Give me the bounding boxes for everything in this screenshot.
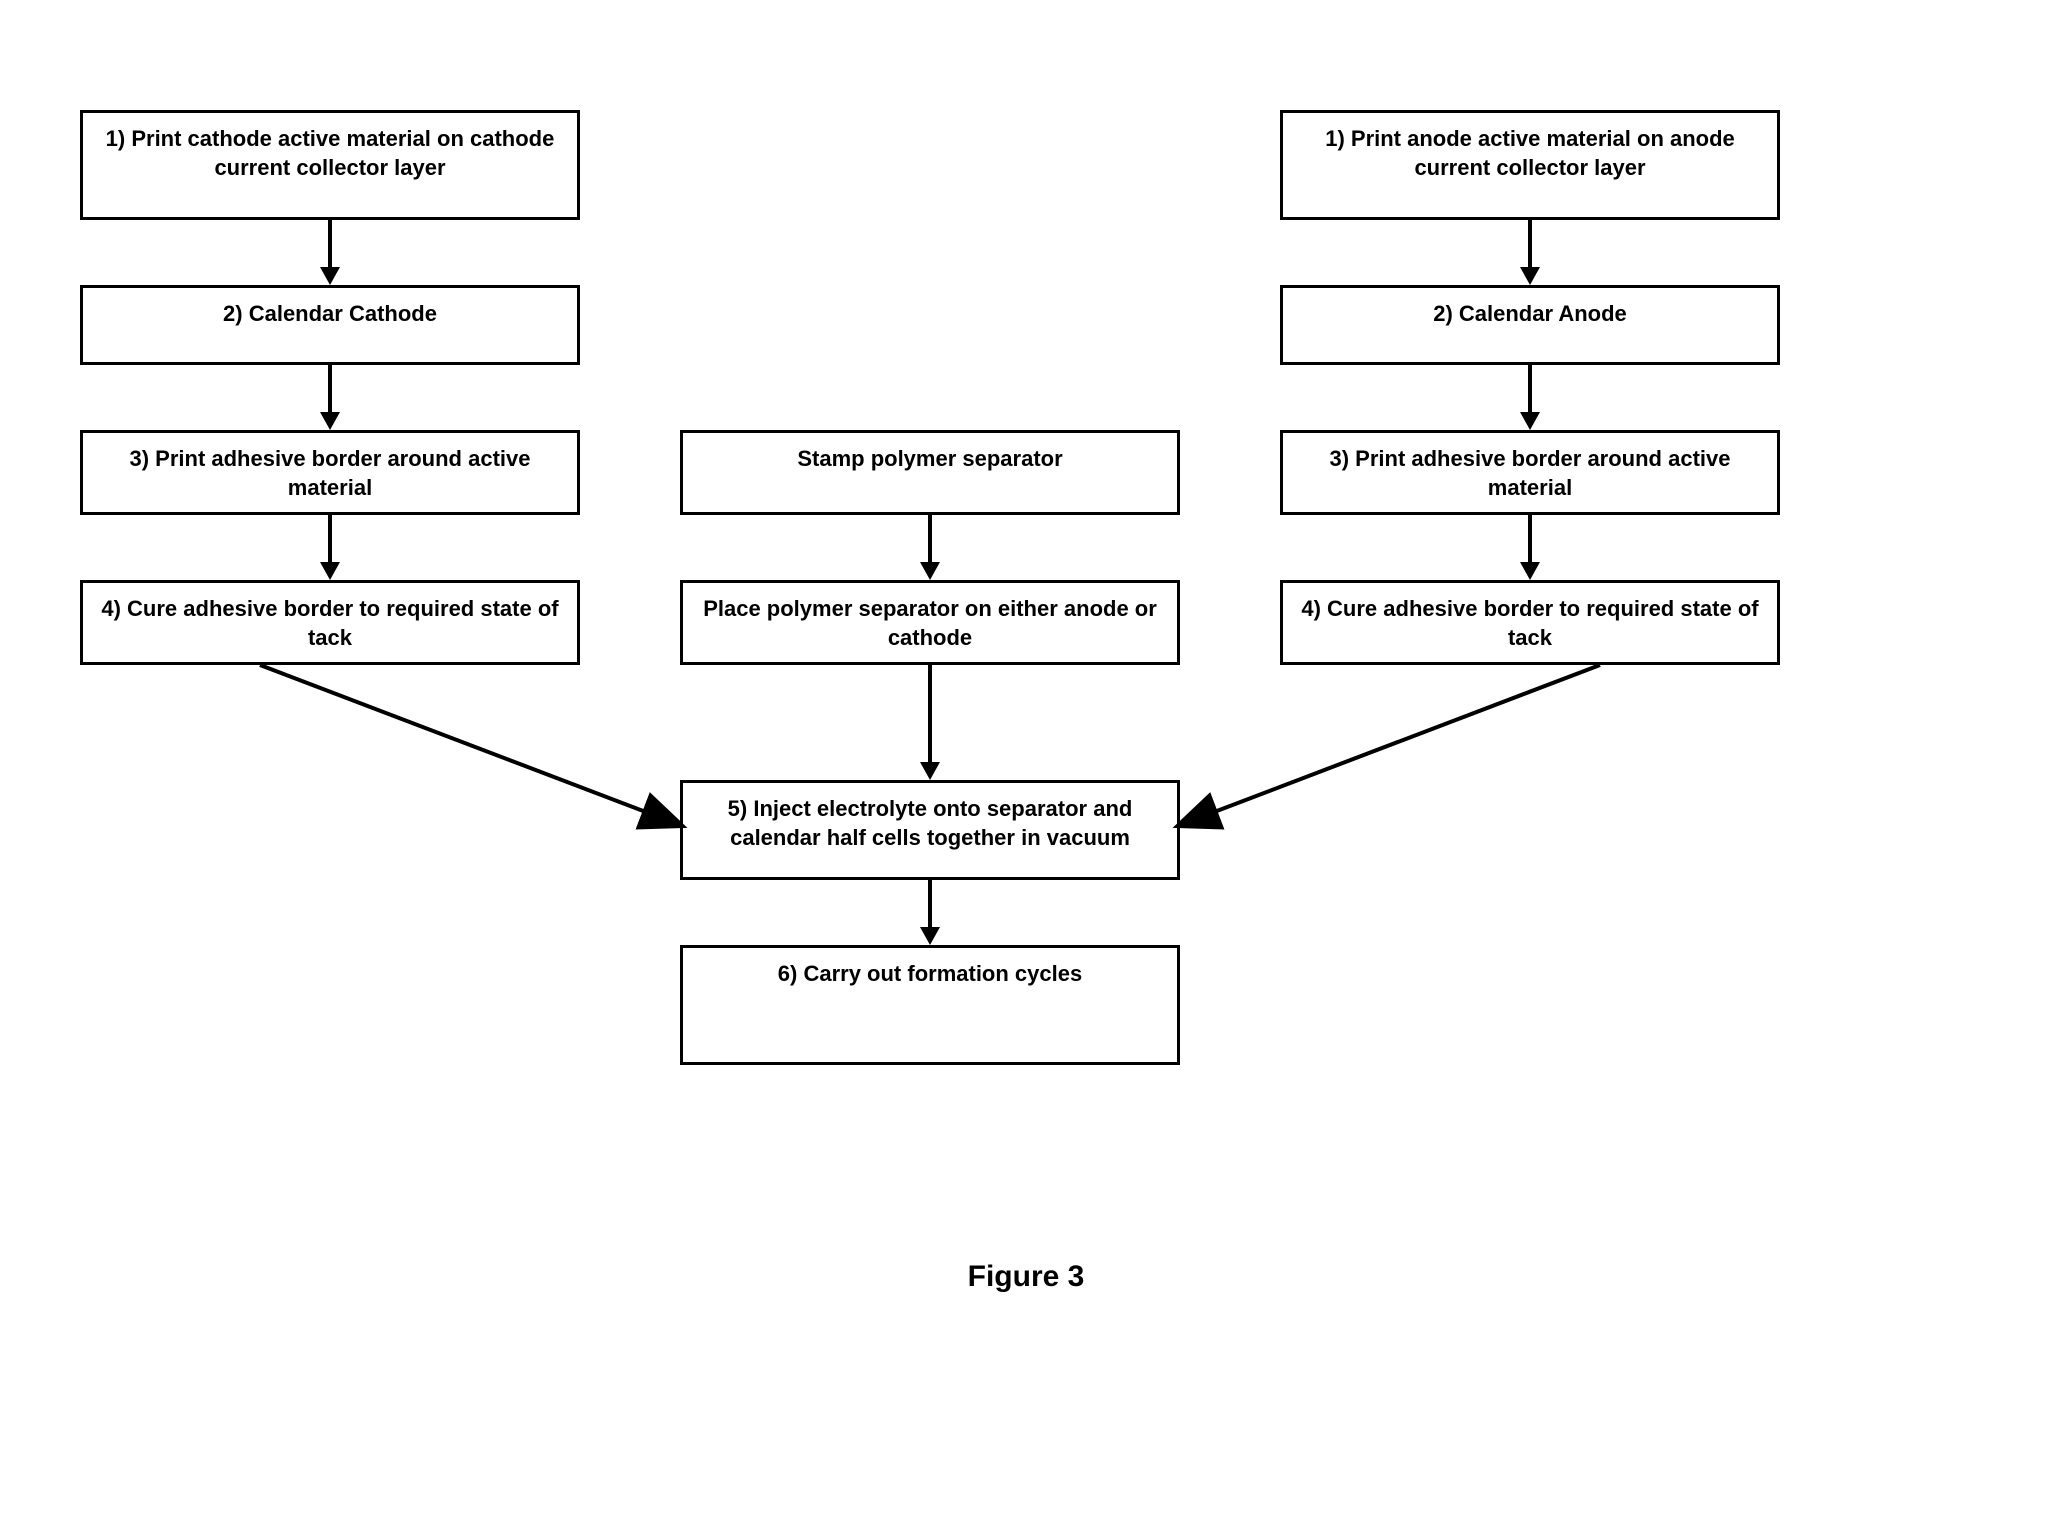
node-text: Stamp polymer separator [797,445,1062,474]
node-calendar-anode: 2) Calendar Anode [1280,285,1780,365]
node-inject-electrolyte: 5) Inject electrolyte onto separator and… [680,780,1180,880]
arrow-head-icon [920,762,940,780]
node-text: 4) Cure adhesive border to required stat… [97,595,563,652]
arrow-head-icon [920,927,940,945]
arrow-line [328,365,332,413]
node-formation-cycles: 6) Carry out formation cycles [680,945,1180,1065]
node-stamp-separator: Stamp polymer separator [680,430,1180,515]
arrow-line [328,220,332,268]
node-text: 2) Calendar Cathode [223,300,437,329]
figure-label: Figure 3 [0,1260,2052,1294]
node-text: 2) Calendar Anode [1433,300,1627,329]
node-anode-cure: 4) Cure adhesive border to required stat… [1280,580,1780,665]
arrow-head-icon [320,267,340,285]
arrow-line [928,665,932,763]
node-cathode-cure: 4) Cure adhesive border to required stat… [80,580,580,665]
arrow-line [928,880,932,928]
flowchart-container: 1) Print cathode active material on cath… [60,60,1992,1160]
arrow-head-icon [1520,562,1540,580]
node-cathode-adhesive: 3) Print adhesive border around active m… [80,430,580,515]
node-text: 3) Print adhesive border around active m… [97,445,563,502]
node-cathode-print: 1) Print cathode active material on cath… [80,110,580,220]
arrow-head-icon [320,562,340,580]
node-text: 1) Print cathode active material on cath… [97,125,563,182]
node-text: 3) Print adhesive border around active m… [1297,445,1763,502]
node-anode-adhesive: 3) Print adhesive border around active m… [1280,430,1780,515]
node-text: 1) Print anode active material on anode … [1297,125,1763,182]
node-calendar-cathode: 2) Calendar Cathode [80,285,580,365]
arrow-head-icon [920,562,940,580]
arrow-line [928,515,932,563]
node-place-separator: Place polymer separator on either anode … [680,580,1180,665]
arrow-line [1528,515,1532,563]
figure-label-text: Figure 3 [968,1260,1085,1293]
arrow-head-icon [1520,412,1540,430]
node-anode-print: 1) Print anode active material on anode … [1280,110,1780,220]
node-text: 6) Carry out formation cycles [778,960,1082,989]
arrow-head-icon [320,412,340,430]
node-text: 4) Cure adhesive border to required stat… [1297,595,1763,652]
arrow-line [1528,220,1532,268]
arrow-line [328,515,332,563]
node-text: 5) Inject electrolyte onto separator and… [697,795,1163,852]
arrow-head-icon [1520,267,1540,285]
arrow-line [1528,365,1532,413]
node-text: Place polymer separator on either anode … [697,595,1163,652]
